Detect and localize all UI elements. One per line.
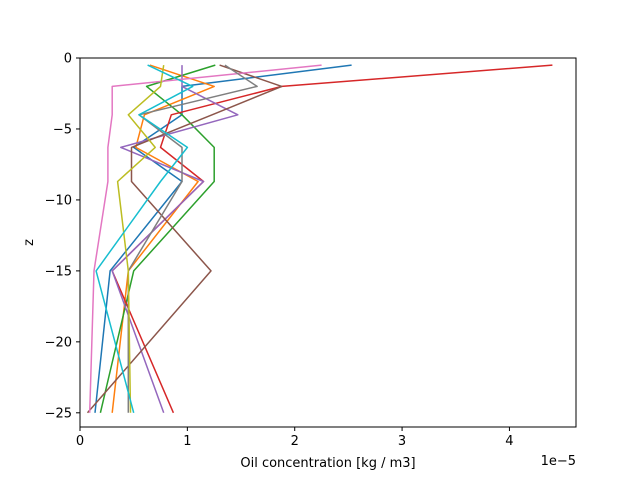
series-line-3 xyxy=(99,64,216,413)
axes-frame xyxy=(79,57,577,428)
y-tick-label: −5 xyxy=(53,122,72,137)
series-line-5 xyxy=(111,65,239,414)
x-tick-label: 2 xyxy=(291,434,299,449)
x-axis-label: Oil concentration [kg / m3] xyxy=(240,456,415,471)
series-layer xyxy=(86,64,553,414)
y-tick-label: −10 xyxy=(45,193,72,208)
y-axis-ticks: 0 −5 −10 −15 −20 −25 xyxy=(45,52,80,421)
series-line-8 xyxy=(127,64,258,413)
y-tick-label: −25 xyxy=(45,406,72,421)
series-line-7 xyxy=(88,64,322,413)
x-tick-label: 0 xyxy=(76,434,84,449)
y-tick-label: −20 xyxy=(45,335,72,350)
series-line-10 xyxy=(95,64,194,413)
y-axis-label: z xyxy=(22,239,37,246)
series-line-9 xyxy=(116,64,165,413)
x-axis-ticks: 0 1 2 3 4 xyxy=(76,427,514,449)
series-line-6 xyxy=(86,64,283,414)
x-tick-label: 1 xyxy=(183,434,191,449)
y-tick-label: 0 xyxy=(64,52,72,67)
x-tick-label: 3 xyxy=(398,434,406,449)
y-tick-label: −15 xyxy=(45,264,72,279)
x-axis-offset-label: 1e−5 xyxy=(541,454,576,469)
x-tick-label: 4 xyxy=(505,434,513,449)
